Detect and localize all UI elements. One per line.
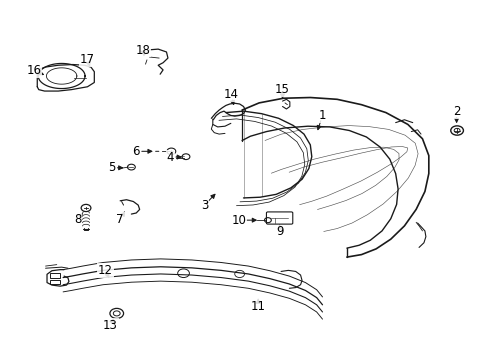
Text: 1: 1 [318,109,325,122]
Text: 16: 16 [26,64,41,77]
Text: 18: 18 [135,44,150,57]
Text: 12: 12 [98,264,113,277]
Text: 7: 7 [116,213,123,226]
Bar [50,273,60,278]
Text: 10: 10 [231,214,245,227]
Bar [50,280,60,284]
Text: 15: 15 [275,83,289,96]
Text: 13: 13 [103,319,118,332]
Text: 5: 5 [108,161,115,174]
Text: 9: 9 [275,225,283,238]
Text: 17: 17 [80,53,95,66]
Text: 3: 3 [201,199,208,212]
Text: 8: 8 [74,213,81,226]
Text: 11: 11 [250,300,265,313]
Text: 2: 2 [452,105,459,118]
Text: 6: 6 [132,145,140,158]
Text: 4: 4 [166,150,174,163]
Text: 14: 14 [223,88,238,101]
